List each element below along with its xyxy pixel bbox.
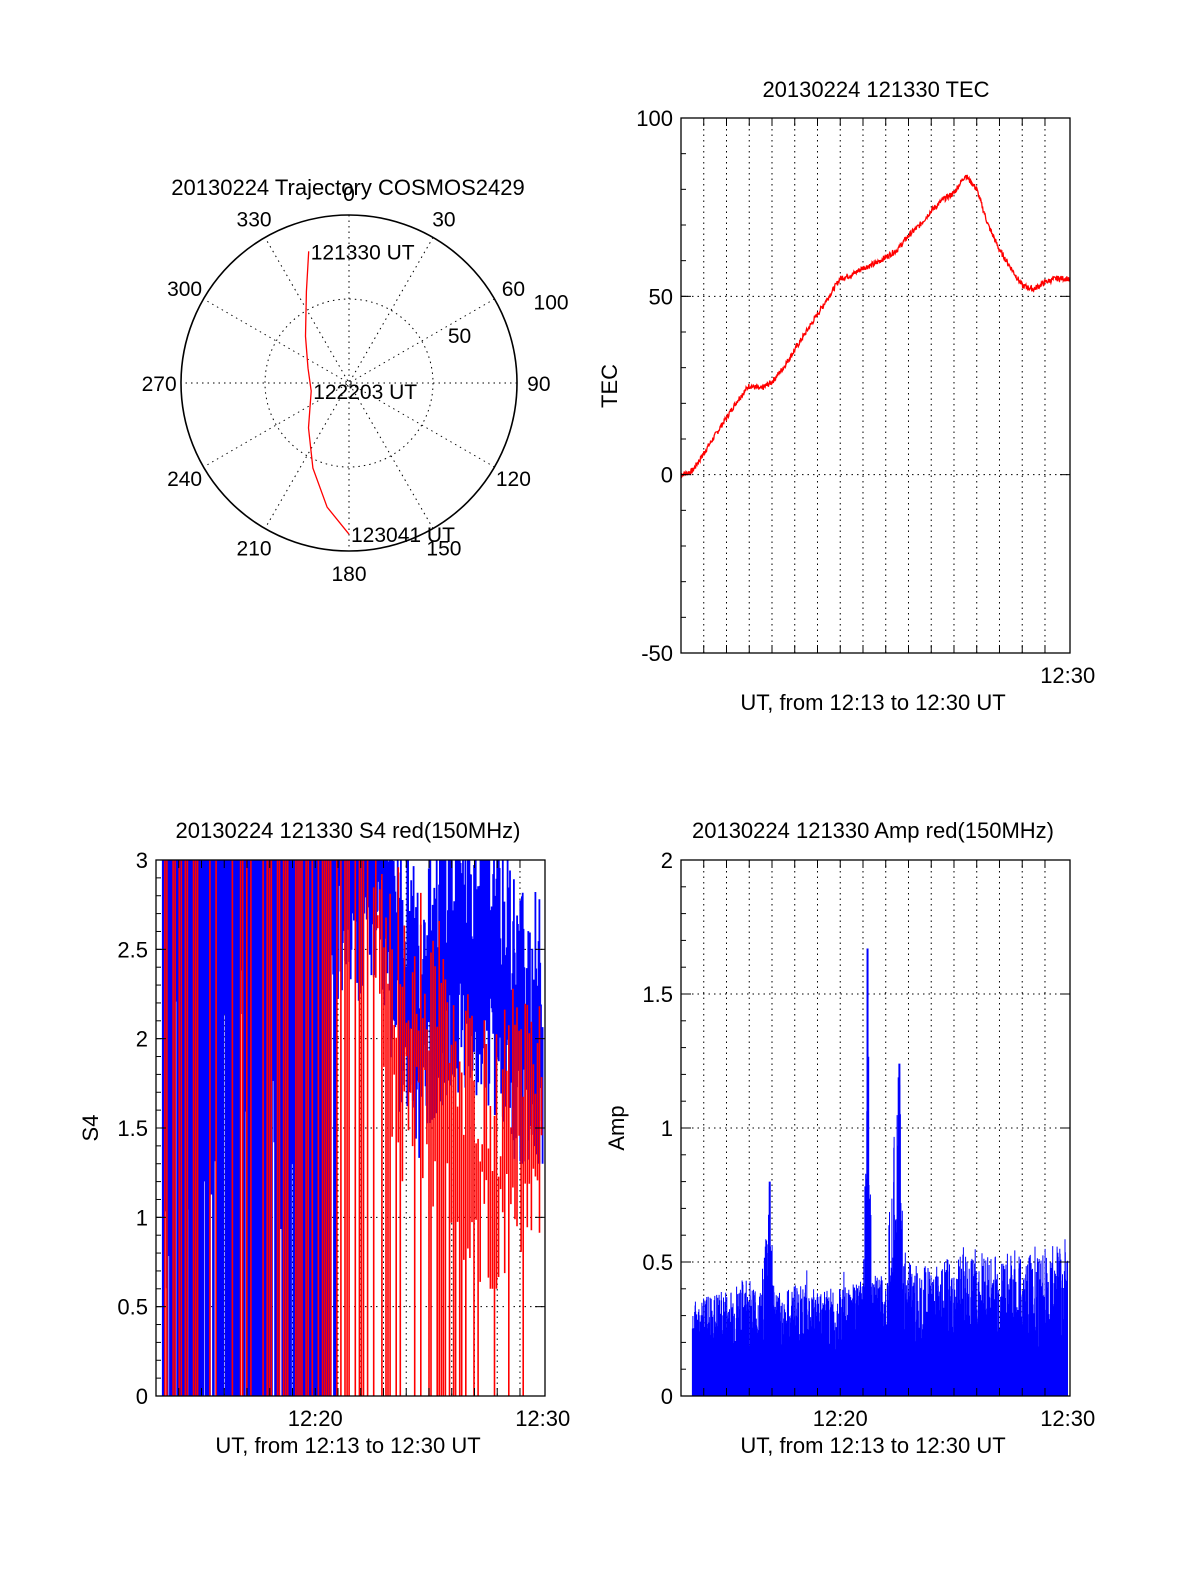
trajectory-line — [304, 251, 350, 535]
polar-annotations: 121330 UT 122203 UT 123041 UT — [311, 241, 455, 547]
amp-ylabel: Amp — [604, 1105, 629, 1150]
y-tick-label: 2 — [136, 1027, 148, 1052]
amp-axes: 0 0.5 1 1.5 2 12:20 12:30 — [642, 848, 1095, 1431]
s4-xlabel: UT, from 12:13 to 12:30 UT — [215, 1433, 480, 1458]
polar-angle-label: 180 — [331, 563, 366, 586]
amp-series — [691, 948, 1068, 1396]
x-tick-label: 12:20 — [813, 1406, 868, 1431]
y-tick-label: 0 — [136, 1384, 148, 1409]
y-tick-label: 1.5 — [117, 1116, 148, 1141]
polar-outer-circle — [180, 214, 518, 552]
polar-angle-label: 240 — [167, 468, 202, 491]
polar-radius-label: 50 — [448, 325, 471, 348]
polar-radius-labels: 50 100 — [448, 291, 569, 347]
tec-plot: 20130224 121330 TEC -50 0 50 100 12:30 TEC U… — [597, 77, 1095, 715]
x-tick-label: 12:30 — [1040, 1406, 1095, 1431]
y-tick-label: -50 — [641, 641, 673, 666]
x-tick-label: 12:30 — [515, 1406, 570, 1431]
polar-angle-label: 270 — [142, 373, 177, 396]
polar-spoke — [264, 237, 434, 529]
amp-blue-series — [691, 955, 1068, 1396]
polar-time-annotation: 122203 UT — [313, 381, 417, 404]
polar-title: 20130224 Trajectory COSMOS2429 — [171, 175, 524, 200]
amp-title: 20130224 121330 Amp red(150MHz) — [692, 818, 1054, 843]
y-tick-label: 2 — [661, 848, 673, 873]
s4-frame — [155, 859, 546, 1397]
polar-angle-label: 330 — [237, 209, 272, 232]
polar-plot: 20130224 Trajectory COSMOS2429 0 30 60 90 12… — [142, 175, 569, 586]
s4-ylabel: S4 — [78, 1115, 103, 1142]
tec-xlabel: UT, from 12:13 to 12:30 UT — [740, 690, 1005, 715]
tec-title: 20130224 121330 TEC — [762, 77, 989, 102]
polar-angle-label: 300 — [167, 278, 202, 301]
y-tick-label: 0.5 — [642, 1250, 673, 1275]
polar-angle-label: 30 — [432, 209, 455, 232]
polar-spoke — [264, 237, 434, 529]
polar-angle-labels: 0 30 60 90 120 150 180 210 240 270 300 330 — [142, 183, 551, 586]
polar-angle-label: 150 — [426, 537, 461, 560]
polar-angle-label: 120 — [496, 468, 531, 491]
tec-grid — [681, 118, 1070, 653]
amp-xlabel: UT, from 12:13 to 12:30 UT — [740, 1433, 1005, 1458]
polar-spoke — [203, 298, 495, 468]
y-tick-label: 1.5 — [642, 982, 673, 1007]
y-tick-label: 0 — [661, 1384, 673, 1409]
polar-radius-label: 100 — [534, 291, 569, 314]
amp-plot: 20130224 121330 Amp red(150MHz) 0 0.5 1 1.5… — [604, 818, 1095, 1458]
polar-angle-label: 60 — [502, 278, 525, 301]
polar-angle-label: 210 — [237, 537, 272, 560]
polar-time-annotation: 123041 UT — [351, 524, 455, 547]
s4-axes: 0 0.5 1 1.5 2 2.5 3 12:20 12:30 — [117, 848, 570, 1431]
y-tick-label: 3 — [136, 848, 148, 873]
s4-title: 20130224 121330 S4 red(150MHz) — [176, 818, 521, 843]
polar-grid — [181, 215, 517, 551]
y-tick-label: 100 — [636, 106, 673, 131]
polar-time-annotation: 121330 UT — [311, 241, 415, 264]
y-tick-label: 2.5 — [117, 937, 148, 962]
tec-axes: -50 0 50 100 12:30 — [636, 106, 1095, 688]
amp-frame — [680, 859, 1071, 1397]
y-tick-label: 0.5 — [117, 1295, 148, 1320]
tec-frame — [680, 117, 1071, 654]
y-tick-label: 50 — [649, 284, 673, 309]
y-tick-label: 0 — [661, 463, 673, 488]
s4-plot: 20130224 121330 S4 red(150MHz) 0 0.5 1 1.5 2… — [78, 818, 570, 1458]
y-tick-label: 1 — [661, 1116, 673, 1141]
tec-series-line — [680, 174, 1071, 479]
tec-ylabel: TEC — [597, 364, 622, 408]
polar-angle-label: 0 — [343, 183, 355, 206]
x-tick-label: 12:20 — [288, 1406, 343, 1431]
polar-spoke — [203, 298, 495, 468]
polar-angle-label: 90 — [527, 373, 550, 396]
polar-ring — [264, 298, 434, 468]
x-tick-label: 12:30 — [1040, 663, 1095, 688]
y-tick-label: 1 — [136, 1205, 148, 1230]
